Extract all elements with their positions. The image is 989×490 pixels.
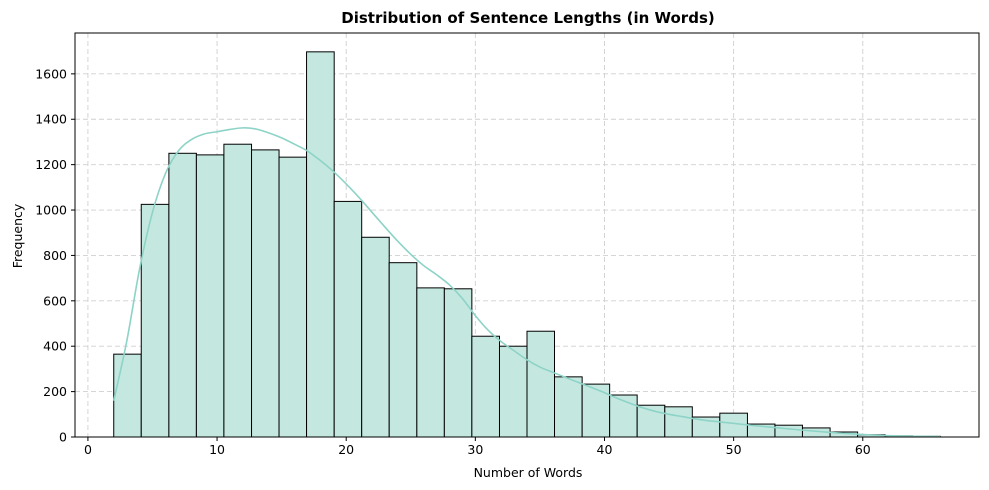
x-axis-label: Number of Words [474,465,583,480]
histogram-bar [223,143,253,438]
histogram-bar [195,154,225,438]
histogram-bar [113,353,142,438]
x-tick-label: 60 [855,442,871,457]
y-tick-label: 1400 [35,112,67,127]
plot-frame [74,32,980,438]
histogram-bar [581,383,611,438]
histogram-bars [113,51,941,438]
y-tick-label: 1000 [35,203,67,218]
histogram-bar [361,236,390,438]
histogram-bar [526,330,556,438]
histogram-bar [251,149,280,438]
histogram-bar [388,262,418,438]
histogram-bar [554,376,583,438]
y-tick-label: 800 [43,248,67,263]
x-tick-label: 10 [209,442,225,457]
histogram-bar [416,287,445,438]
histogram-bar [664,406,693,438]
histogram-bar [471,335,500,438]
histogram-bar [443,288,473,438]
y-tick-label: 400 [43,339,67,354]
x-tick-label: 50 [726,442,742,457]
x-axis-ticks: 0 10 20 30 40 50 60 [84,437,871,457]
histogram-bar [278,156,308,438]
y-tick-label: 600 [43,293,67,308]
x-tick-label: 20 [338,442,354,457]
x-tick-label: 30 [467,442,483,457]
histogram-bar [333,200,363,438]
y-tick-label: 200 [43,384,67,399]
y-tick-label: 0 [59,430,67,445]
y-axis-ticks: 0 200 400 600 800 1000 1200 1400 1600 [35,66,75,445]
histogram-bar [774,424,803,438]
histogram-bar [306,51,335,438]
y-tick-label: 1200 [35,157,67,172]
y-tick-label: 1600 [35,66,67,81]
histogram-bar [168,152,197,438]
x-tick-label: 40 [597,442,613,457]
kde-curve [112,127,941,438]
histogram-bar [498,345,528,438]
x-tick-label: 0 [84,442,92,457]
chart-title: Distribution of Sentence Lengths (in Wor… [341,9,714,27]
y-axis-label: Frequency [10,203,25,268]
